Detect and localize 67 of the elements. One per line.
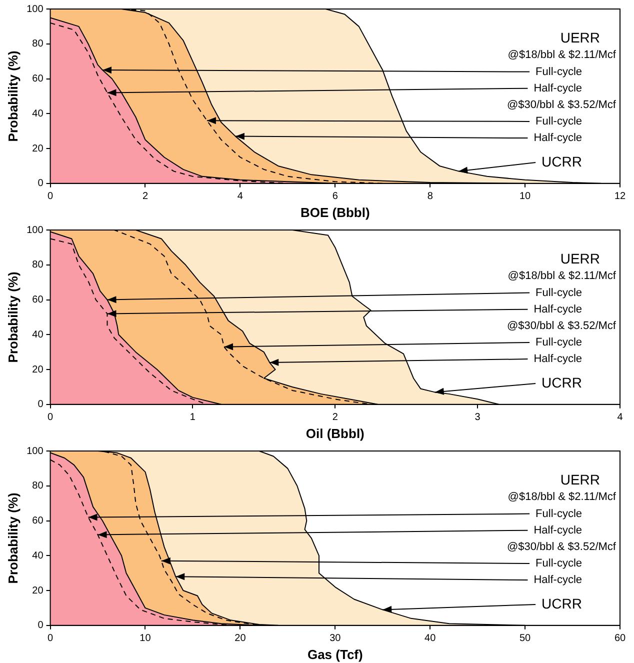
x-tick-label: 30 xyxy=(330,633,342,644)
x-tick-label: 8 xyxy=(427,191,434,202)
annotation: @$18/bbl & $2.11/Mcf xyxy=(508,49,617,62)
annotation: Half-cycle xyxy=(534,82,582,94)
annotation: UERR xyxy=(560,250,600,267)
annotation: Full-cycle xyxy=(536,116,582,128)
annotation: UERR xyxy=(560,472,600,488)
y-tick-label: 0 xyxy=(38,399,44,410)
y-tick-label: 20 xyxy=(32,143,44,154)
x-tick-label: 0 xyxy=(48,633,54,644)
y-tick-label: 40 xyxy=(32,550,44,562)
annotation: Full-cycle xyxy=(536,508,582,520)
annotation: @$18/bbl & $2.11/Mcf xyxy=(508,491,617,504)
y-tick-label: 60 xyxy=(32,74,44,85)
annotation: UCRR xyxy=(542,374,582,390)
x-axis-title: Gas (Tcf) xyxy=(307,646,363,662)
y-tick-label: 100 xyxy=(26,446,44,457)
x-tick-label: 12 xyxy=(614,191,626,202)
annotation: UCRR xyxy=(542,153,582,170)
annotation: @$30/bbl & $3.52/Mcf xyxy=(506,98,617,111)
annotation: UCRR xyxy=(542,595,582,612)
x-tick-label: 3 xyxy=(474,412,481,424)
annotation: Half-cycle xyxy=(534,132,582,144)
y-axis-title: Probability (%) xyxy=(5,50,20,142)
y-tick-label: 80 xyxy=(32,480,44,492)
x-tick-label: 1 xyxy=(190,412,196,424)
x-tick-label: 0 xyxy=(48,191,54,202)
y-tick-label: 0 xyxy=(38,620,44,632)
y-tick-label: 0 xyxy=(38,178,44,190)
x-tick-label: 40 xyxy=(424,633,436,644)
y-tick-label: 60 xyxy=(32,516,44,527)
y-axis-title: Probability (%) xyxy=(5,272,20,363)
x-tick-label: 4 xyxy=(617,412,624,424)
y-tick-label: 40 xyxy=(32,108,44,120)
y-axis-title: Probability (%) xyxy=(5,492,20,584)
y-tick-label: 60 xyxy=(32,294,44,306)
annotation: @$30/bbl & $3.52/Mcf xyxy=(506,540,617,553)
y-tick-label: 100 xyxy=(26,224,44,236)
x-tick-label: 2 xyxy=(332,412,338,424)
annotation: Full-cycle xyxy=(536,336,582,349)
annotation: Full-cycle xyxy=(536,558,582,570)
y-tick-label: 20 xyxy=(32,585,44,596)
annotation: Half-cycle xyxy=(534,353,582,366)
x-tick-label: 6 xyxy=(332,191,338,202)
y-tick-label: 80 xyxy=(32,260,44,271)
annotation: Full-cycle xyxy=(536,286,582,299)
annotation: UERR xyxy=(560,30,600,46)
y-tick-label: 100 xyxy=(26,4,44,15)
annotation: @$30/bbl & $3.52/Mcf xyxy=(506,320,617,332)
annotation: Half-cycle xyxy=(534,303,582,316)
y-tick-label: 80 xyxy=(32,38,44,50)
x-tick-label: 0 xyxy=(48,412,54,424)
x-tick-label: 2 xyxy=(142,191,148,202)
annotation: Full-cycle xyxy=(536,66,582,78)
x-axis-title: Oil (Bbbl) xyxy=(306,426,364,441)
y-tick-label: 40 xyxy=(32,329,44,340)
x-axis-title: BOE (Bbbl) xyxy=(300,204,370,220)
x-tick-label: 60 xyxy=(614,633,626,644)
x-tick-label: 10 xyxy=(140,633,152,644)
annotation: @$18/bbl & $2.11/Mcf xyxy=(508,270,617,282)
y-tick-label: 20 xyxy=(32,364,44,376)
annotation: Half-cycle xyxy=(534,574,582,586)
x-tick-label: 50 xyxy=(519,633,532,644)
annotation: Half-cycle xyxy=(534,524,582,536)
x-tick-label: 4 xyxy=(237,191,244,202)
x-tick-label: 10 xyxy=(519,191,532,202)
x-tick-label: 20 xyxy=(234,633,246,644)
